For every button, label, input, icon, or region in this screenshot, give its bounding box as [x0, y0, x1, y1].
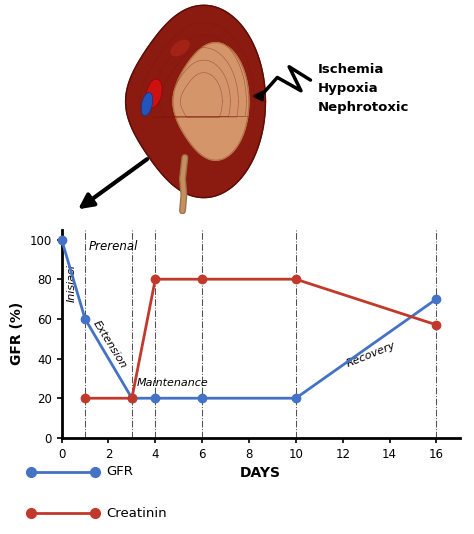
Y-axis label: GFR (%): GFR (%)	[10, 302, 24, 365]
X-axis label: DAYS: DAYS	[240, 466, 281, 480]
Ellipse shape	[146, 79, 162, 108]
Text: Maintenance: Maintenance	[137, 378, 208, 388]
Text: Extension: Extension	[91, 319, 128, 371]
Text: Creatinin: Creatinin	[107, 507, 167, 520]
Text: Ischemia
Hypoxia
Nephrotoxic: Ischemia Hypoxia Nephrotoxic	[318, 62, 409, 114]
Text: Prerenal: Prerenal	[89, 240, 138, 253]
Text: GFR: GFR	[107, 466, 134, 478]
Ellipse shape	[171, 40, 190, 57]
Text: Inisiasi: Inisiasi	[67, 264, 77, 302]
Text: Recovery: Recovery	[345, 340, 397, 369]
Ellipse shape	[141, 92, 153, 116]
Polygon shape	[126, 5, 265, 198]
Polygon shape	[173, 43, 249, 160]
